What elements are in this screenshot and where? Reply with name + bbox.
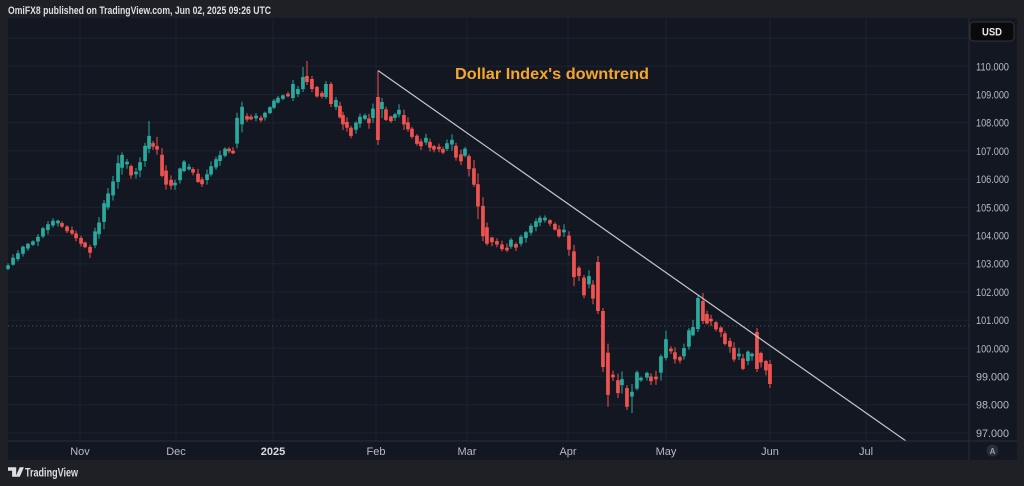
svg-text:98.000: 98.000 [976, 400, 1009, 412]
svg-text:Jul: Jul [859, 446, 873, 458]
svg-text:101.000: 101.000 [976, 315, 1009, 327]
svg-text:100.000: 100.000 [976, 343, 1009, 355]
svg-text:Jun: Jun [761, 446, 779, 458]
svg-text:TradingView: TradingView [25, 466, 78, 480]
svg-text:May: May [656, 446, 677, 458]
svg-text:106.000: 106.000 [976, 174, 1009, 186]
svg-text:103.000: 103.000 [976, 259, 1009, 271]
svg-text:107.000: 107.000 [976, 146, 1009, 158]
svg-text:108.000: 108.000 [976, 118, 1009, 130]
svg-text:OmiFX8 published on TradingVie: OmiFX8 published on TradingView.com, Jun… [8, 5, 271, 17]
svg-text:97.000: 97.000 [976, 428, 1009, 440]
svg-text:USD: USD [982, 27, 1002, 39]
svg-text:A: A [990, 447, 996, 456]
svg-text:Nov: Nov [70, 446, 90, 458]
svg-text:Mar: Mar [458, 446, 477, 458]
svg-text:Feb: Feb [367, 446, 386, 458]
svg-text:102.000: 102.000 [976, 287, 1009, 299]
svg-text:105.000: 105.000 [976, 202, 1009, 214]
svg-text:Dollar Index's downtrend: Dollar Index's downtrend [455, 66, 649, 83]
svg-text:110.000: 110.000 [976, 61, 1009, 73]
svg-text:99.000: 99.000 [976, 372, 1009, 384]
svg-text:104.000: 104.000 [976, 231, 1009, 243]
svg-text:109.000: 109.000 [976, 90, 1009, 102]
svg-text:Apr: Apr [559, 446, 576, 458]
svg-text:Dec: Dec [166, 446, 186, 458]
svg-text:2025: 2025 [261, 446, 285, 458]
